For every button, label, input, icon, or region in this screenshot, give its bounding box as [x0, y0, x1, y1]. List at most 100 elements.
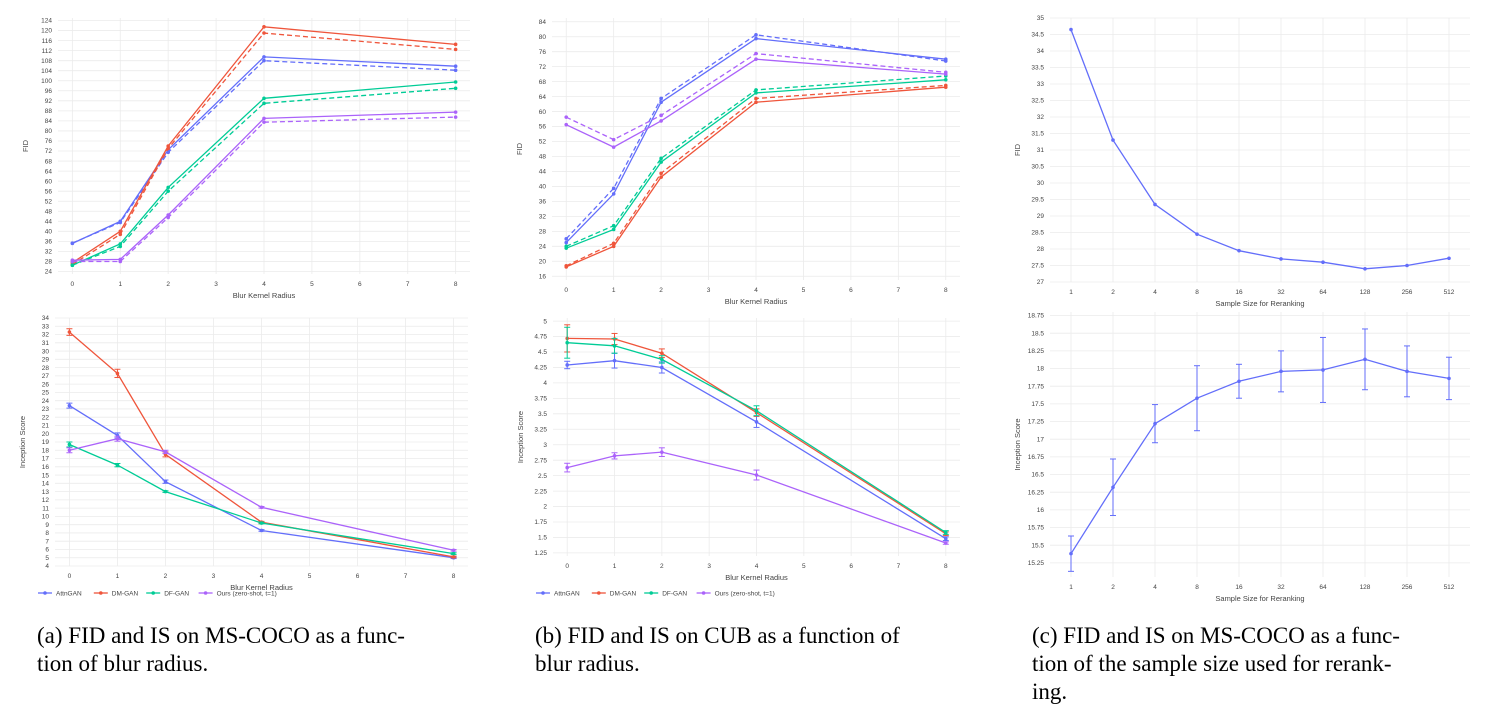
legend-label: DM-GAN [112, 590, 139, 597]
chart-a_is: 4567891011121314151617181920212223242526… [18, 315, 468, 597]
y-tick-label: 84 [45, 118, 53, 125]
data-point-ours-zero-shot-t-1- [564, 115, 569, 119]
legend-marker [203, 591, 208, 595]
data-point-df-gan [611, 227, 616, 232]
y-tick-label: 11 [42, 505, 49, 512]
data-point-dm-gan [754, 96, 758, 101]
y-tick-label: 15.5 [1031, 542, 1044, 549]
y-tick-label: 44 [45, 218, 53, 225]
data-point-df-gan [564, 244, 569, 249]
y-tick-label: 92 [45, 98, 53, 105]
data-point-series [1363, 357, 1367, 362]
x-tick-label: 4 [1153, 289, 1157, 296]
y-tick-label: 32 [539, 214, 547, 221]
data-point-df-gan [565, 340, 569, 345]
x-tick-label: 4 [755, 563, 759, 570]
data-point-attngan [262, 55, 266, 59]
data-point-attngan [659, 96, 663, 101]
y-tick-label: 100 [41, 78, 52, 85]
y-tick-label: 7 [45, 538, 49, 545]
y-tick-label: 27 [1037, 279, 1045, 286]
data-point-attngan [564, 240, 569, 245]
data-point-series [1447, 376, 1451, 381]
y-tick-label: 15.25 [1028, 560, 1045, 567]
x-tick-label: 64 [1319, 584, 1327, 591]
data-point-dm-gan [564, 263, 569, 268]
data-point-attngan [754, 420, 759, 424]
legend-marker [649, 591, 653, 595]
y-tick-label: 20 [42, 431, 50, 438]
data-point-attngan [564, 237, 569, 241]
y-tick-label: 9 [45, 522, 49, 529]
data-point-attngan [611, 186, 616, 191]
data-point-ours-zero-shot-t-1- [754, 473, 759, 477]
data-point-df-gan [163, 489, 168, 494]
data-point-series [1153, 421, 1157, 426]
data-point-df-gan [754, 88, 758, 92]
y-tick-label: 80 [45, 128, 53, 135]
x-tick-label: 5 [310, 281, 314, 288]
y-tick-label: 2.5 [538, 473, 547, 480]
y-tick-label: 4 [45, 563, 49, 570]
y-tick-label: 18.25 [1028, 348, 1045, 355]
data-point-df-gan [70, 263, 75, 268]
y-tick-label: 112 [42, 48, 53, 55]
y-tick-label: 31 [1037, 147, 1045, 154]
y-tick-label: 24 [539, 244, 547, 251]
data-point-dm-gan [659, 175, 663, 179]
x-tick-label: 4 [1153, 584, 1157, 591]
data-point-df-gan [660, 357, 664, 362]
y-tick-label: 29 [1037, 213, 1045, 220]
plots-canvas: 2428323640444852566064687276808488929610… [18, 15, 1470, 603]
x-tick-label: 1 [1069, 584, 1073, 591]
data-point-dm-gan [453, 42, 458, 47]
y-tick-label: 32 [45, 249, 53, 256]
data-point-ours-zero-shot-t-1- [659, 119, 663, 123]
data-point-df-gan [118, 244, 123, 249]
y-tick-label: 26 [42, 381, 50, 388]
data-point-attngan [944, 536, 948, 541]
legend-label: DF-GAN [164, 590, 189, 597]
y-tick-label: 4.5 [538, 349, 547, 356]
series-line-df-gan-dashed [565, 75, 946, 247]
data-point-ours-zero-shot-t-1- [611, 137, 616, 142]
data-point-ours-zero-shot-t-1- [944, 541, 948, 545]
y-tick-label: 52 [45, 198, 53, 205]
x-tick-label: 8 [452, 573, 456, 580]
y-tick-label: 6 [45, 547, 49, 554]
data-point-ours-zero-shot-t-1- [453, 115, 458, 119]
data-point-attngan [565, 363, 569, 367]
y-tick-label: 24 [45, 269, 53, 276]
data-point-ours-zero-shot-t-1- [163, 450, 168, 454]
legend-label: AttnGAN [554, 590, 580, 597]
data-point-series [1111, 138, 1115, 142]
legend-label: DM-GAN [610, 590, 637, 597]
data-point-df-gan [259, 521, 264, 525]
data-point-dm-gan [115, 371, 120, 376]
data-point-ours-zero-shot-t-1- [118, 259, 123, 264]
data-point-ours-zero-shot-t-1- [115, 436, 120, 441]
x-tick-label: 8 [1195, 584, 1199, 591]
y-axis-title: Inception Score [516, 411, 525, 463]
data-point-series [1195, 396, 1199, 401]
x-tick-label: 1 [613, 563, 617, 570]
data-point-series [1069, 27, 1073, 32]
y-tick-label: 29.5 [1031, 197, 1044, 204]
y-tick-label: 72 [45, 148, 53, 155]
y-tick-label: 29 [42, 357, 50, 364]
y-tick-label: 60 [539, 109, 547, 116]
y-tick-label: 34.5 [1031, 32, 1044, 39]
y-tick-label: 76 [45, 138, 53, 145]
x-axis-title: Sample Size for Reranking [1215, 594, 1304, 603]
y-tick-label: 17 [1037, 436, 1045, 443]
data-point-ours-zero-shot-t-1- [754, 51, 758, 56]
y-tick-label: 30.5 [1031, 164, 1044, 171]
y-tick-label: 18 [1037, 366, 1045, 373]
data-point-attngan [118, 220, 123, 225]
y-axis-title: FID [1013, 143, 1022, 156]
data-point-series [1195, 232, 1199, 236]
data-point-dm-gan [611, 244, 616, 249]
y-tick-label: 24 [42, 398, 50, 405]
x-tick-label: 3 [212, 573, 216, 580]
